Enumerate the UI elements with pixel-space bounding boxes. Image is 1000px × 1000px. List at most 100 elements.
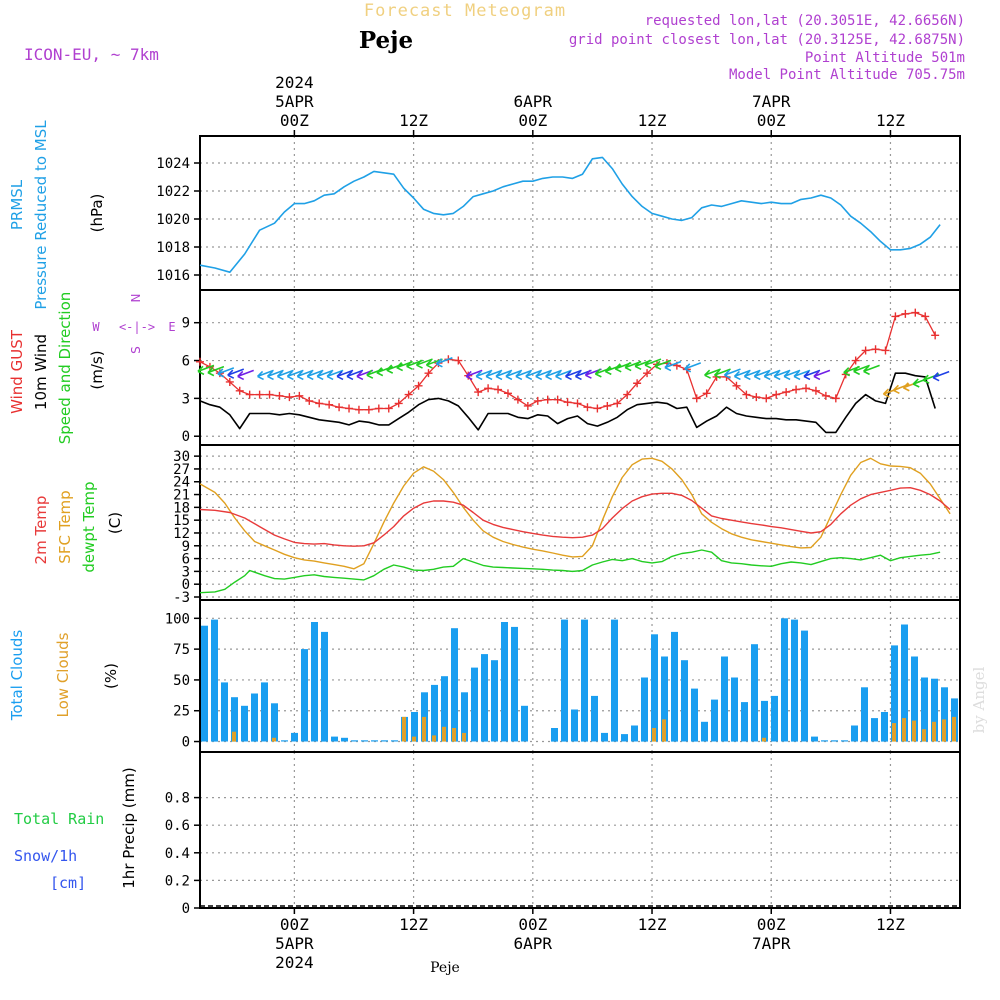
total-cloud-bar bbox=[271, 703, 278, 742]
gust-marker bbox=[474, 388, 483, 397]
x-label-top: 00Z bbox=[518, 111, 547, 130]
gust-marker bbox=[891, 312, 900, 321]
gust-marker bbox=[364, 405, 373, 414]
total-cloud-bar bbox=[681, 660, 688, 742]
wind-direction-arrow bbox=[753, 369, 771, 381]
compass-north: N bbox=[129, 294, 143, 303]
wind-direction-arrow bbox=[266, 369, 284, 381]
total-cloud-bar bbox=[911, 656, 918, 742]
wind-panel-frame bbox=[199, 289, 961, 446]
clouds-y-tick-label: 25 bbox=[173, 704, 190, 720]
total-cloud-bar bbox=[221, 682, 228, 742]
total-cloud-bar bbox=[411, 712, 418, 742]
wind-direction-arrow bbox=[465, 369, 483, 381]
total-cloud-bar bbox=[371, 740, 378, 742]
total-cloud-bar bbox=[881, 712, 888, 742]
gust-marker bbox=[543, 395, 552, 404]
wind-direction-arrow bbox=[704, 368, 721, 379]
clouds-y-tick-label: 75 bbox=[173, 642, 190, 658]
precip-y-tick-label: 0.2 bbox=[165, 873, 190, 889]
pressure-panel-frame bbox=[199, 135, 961, 291]
wind-direction-arrow bbox=[435, 357, 453, 368]
x-label-top: 12Z bbox=[399, 111, 428, 130]
total-cloud-bar bbox=[581, 619, 588, 742]
total-cloud-bar bbox=[841, 740, 848, 742]
total-cloud-bar bbox=[561, 619, 568, 742]
gust-marker bbox=[523, 401, 532, 410]
location-title: Peje bbox=[359, 27, 413, 54]
clouds-y-tick-label: 100 bbox=[165, 611, 190, 627]
temp-y-tick-label: 3 bbox=[182, 564, 190, 580]
total-cloud-bar bbox=[931, 678, 938, 742]
gust-marker bbox=[811, 386, 820, 395]
low-cloud-bar bbox=[272, 737, 276, 742]
total-cloud-bar bbox=[241, 705, 248, 742]
low-cloud-bar bbox=[762, 737, 766, 742]
gust-marker bbox=[424, 369, 433, 378]
pressure-series-line bbox=[199, 156, 941, 274]
total-cloud-bar bbox=[591, 695, 598, 742]
clouds-y-tick-label: 0 bbox=[182, 735, 190, 751]
gust-marker bbox=[394, 399, 403, 408]
temp-y-tick-label: 9 bbox=[182, 539, 190, 555]
gust-marker bbox=[802, 384, 811, 393]
requested-coords: requested lon,lat (20.3051E, 42.6656N) bbox=[645, 13, 965, 29]
total-clouds-label: Total Clouds bbox=[8, 630, 26, 722]
total-cloud-bar bbox=[571, 709, 578, 742]
total-cloud-bar bbox=[471, 667, 478, 742]
total-cloud-bar bbox=[461, 692, 468, 742]
wind-direction-arrow bbox=[863, 364, 880, 376]
wind-direction-arrow bbox=[515, 369, 533, 381]
gust-marker bbox=[792, 385, 801, 394]
gust-marker bbox=[861, 346, 870, 355]
low-cloud-bar bbox=[952, 716, 956, 742]
total-cloud-bar bbox=[291, 732, 298, 742]
low-cloud-bar bbox=[922, 729, 926, 742]
total-cloud-bar bbox=[311, 622, 318, 742]
total-cloud-bar bbox=[331, 736, 338, 742]
x-label-top: 00Z bbox=[280, 111, 309, 130]
gust-marker bbox=[533, 396, 542, 405]
wind-direction-arrow bbox=[813, 369, 831, 381]
pressure-y-tick-label: 1020 bbox=[156, 212, 190, 228]
gust-marker bbox=[702, 389, 711, 398]
gust-marker bbox=[315, 399, 324, 408]
pressure-label-prmsl: PRMSL bbox=[8, 179, 26, 230]
gust-marker bbox=[901, 309, 910, 318]
gust-marker bbox=[513, 395, 522, 404]
compass-west: W bbox=[92, 320, 100, 334]
wind-direction-arrow bbox=[564, 369, 582, 381]
gust-marker bbox=[643, 369, 652, 378]
wind-direction-arrow bbox=[217, 367, 235, 378]
total-cloud-bar bbox=[691, 688, 698, 742]
gust-marker bbox=[235, 386, 244, 395]
low-cloud-bar bbox=[932, 721, 936, 742]
gust-marker bbox=[225, 377, 234, 386]
total-cloud-bar bbox=[511, 626, 518, 742]
total-cloud-bar bbox=[781, 618, 788, 742]
wind-direction-arrow bbox=[773, 369, 791, 381]
model-name: ICON-EU, ~ 7km bbox=[24, 45, 159, 64]
total-cloud-bar bbox=[621, 734, 628, 742]
gust-marker bbox=[245, 390, 254, 399]
wind-gust-label: Wind GUST bbox=[8, 329, 26, 414]
wind-direction-arrow bbox=[306, 369, 324, 381]
x-label-bottom: 6APR bbox=[514, 934, 553, 953]
wind-direction-arrow bbox=[733, 369, 751, 381]
temp-dewpt-label: dewpt Temp bbox=[80, 481, 98, 572]
wind-direction-arrow bbox=[644, 358, 662, 369]
temp-y-tick-label: 0 bbox=[182, 577, 190, 593]
total-cloud-bar bbox=[251, 693, 258, 742]
gust-marker bbox=[265, 390, 274, 399]
total-cloud-bar bbox=[751, 644, 758, 742]
temp-2m-series-line bbox=[199, 487, 951, 547]
total-cloud-bar bbox=[791, 619, 798, 742]
gust-marker bbox=[325, 400, 334, 409]
wind-direction-arrow bbox=[793, 369, 811, 381]
wind-direction-arrow bbox=[197, 364, 215, 376]
pressure-y-tick-label: 1024 bbox=[156, 156, 190, 172]
wind-direction-arrow bbox=[535, 369, 553, 381]
wind-direction-arrow bbox=[237, 369, 254, 381]
temp-y-tick-label: 24 bbox=[173, 475, 190, 491]
